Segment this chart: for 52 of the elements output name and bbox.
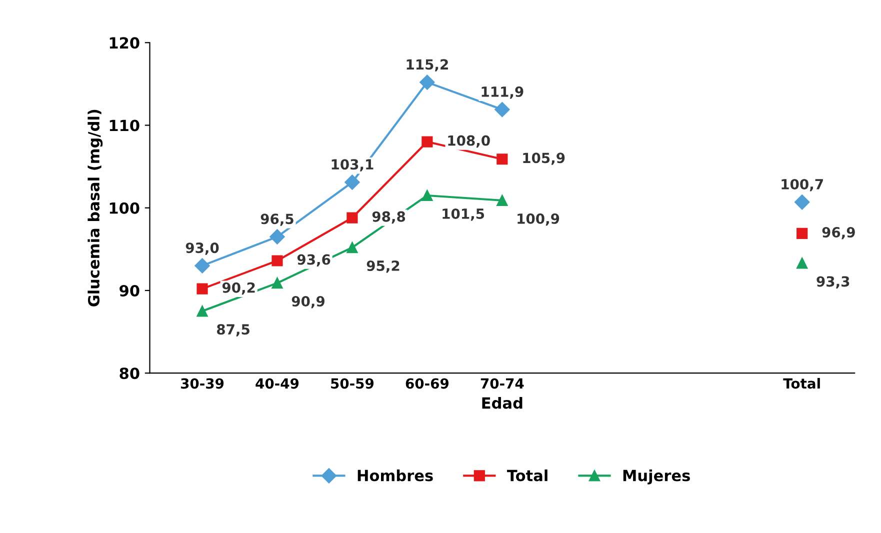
data-label: 96,5 bbox=[260, 214, 294, 226]
point bbox=[346, 242, 358, 254]
data-label: 115,2 bbox=[406, 59, 448, 72]
point bbox=[494, 102, 510, 118]
data-label: 100,7 bbox=[782, 178, 823, 192]
x-tick-label: 40-49 bbox=[256, 378, 299, 389]
point bbox=[796, 228, 808, 240]
point bbox=[346, 212, 358, 224]
data-label: 90,9 bbox=[292, 296, 325, 308]
data-label: 90,2 bbox=[222, 282, 255, 295]
data-label: 87,5 bbox=[216, 324, 250, 336]
point bbox=[272, 255, 283, 266]
point bbox=[270, 229, 285, 244]
y-tick-label: 100 bbox=[110, 202, 140, 214]
point bbox=[422, 190, 433, 202]
data-label: 93,0 bbox=[186, 242, 219, 255]
data-label: 108,0 bbox=[448, 135, 490, 148]
legend-label: Hombres bbox=[358, 469, 433, 482]
point bbox=[422, 136, 433, 148]
point bbox=[196, 306, 208, 317]
data-label: 103,1 bbox=[332, 159, 374, 172]
data-label: 93,3 bbox=[816, 276, 850, 288]
point bbox=[796, 258, 808, 269]
x-tick-label: 30-39 bbox=[180, 378, 224, 389]
legend-label: Mujeres bbox=[623, 469, 690, 484]
x-axis-title: Edad bbox=[482, 396, 522, 409]
y-tick-label: 90 bbox=[120, 284, 140, 297]
data-label: 93,6 bbox=[297, 254, 330, 267]
point bbox=[420, 74, 435, 90]
point bbox=[496, 154, 508, 165]
point bbox=[272, 277, 283, 289]
y-tick-label: 110 bbox=[110, 120, 140, 132]
x-tick-label: 60-69 bbox=[406, 378, 449, 389]
y-tick-label: 120 bbox=[110, 37, 140, 49]
data-label: 111,9 bbox=[482, 86, 524, 99]
point bbox=[794, 194, 810, 210]
data-label: 98,8 bbox=[372, 211, 406, 224]
point bbox=[344, 174, 360, 190]
data-label: 100,9 bbox=[518, 213, 560, 226]
data-label: 101,5 bbox=[442, 208, 484, 221]
legend-label: Total bbox=[506, 469, 548, 482]
data-label: 105,9 bbox=[523, 152, 565, 165]
data-label: 96,9 bbox=[822, 227, 855, 240]
y-tick-label: 80 bbox=[120, 368, 140, 380]
x-tick-label: 50-59 bbox=[331, 378, 374, 389]
point bbox=[496, 194, 508, 206]
point bbox=[196, 283, 208, 294]
y-axis-title: Glucemia basal (mg/dl) bbox=[88, 110, 103, 306]
x-tick-label: Total bbox=[783, 378, 820, 389]
data-label: 95,2 bbox=[366, 260, 400, 273]
x-tick-label: 70-74 bbox=[480, 378, 524, 389]
point bbox=[194, 258, 210, 274]
